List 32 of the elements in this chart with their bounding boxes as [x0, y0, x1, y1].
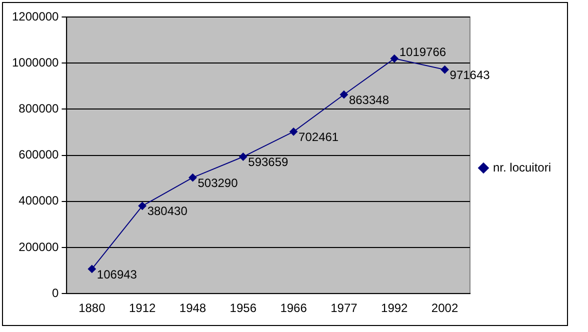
x-tick-label: 1992	[381, 301, 408, 316]
point	[340, 90, 348, 99]
point	[188, 174, 197, 182]
y-tick-label: 1000000	[12, 55, 60, 70]
data-label: 1019766	[399, 44, 446, 59]
point	[239, 152, 248, 161]
y-tick-label: 200000	[18, 240, 60, 254]
x-tick-label: 1880	[78, 301, 106, 316]
x-tick-label: 1912	[128, 301, 156, 316]
y-tick-label: 400000	[18, 194, 60, 208]
point	[290, 128, 298, 136]
data-label: 503290	[198, 176, 238, 190]
data-label: 380430	[147, 204, 188, 218]
x-tick-label: 1977	[330, 301, 358, 316]
x-tick-label: 1948	[179, 301, 206, 316]
y-tick-label: 800000	[18, 102, 60, 116]
point	[88, 264, 96, 273]
data-label: 106943	[96, 267, 138, 282]
data-label: 593659	[248, 155, 289, 170]
point	[138, 202, 146, 210]
x-tick-label: 1956	[230, 301, 257, 316]
data-label: 702461	[298, 130, 339, 144]
point	[390, 54, 398, 63]
data-label: 971643	[450, 68, 490, 82]
x-tick-label: 1966	[280, 301, 308, 316]
legend-label: nr. locuitori	[492, 160, 552, 174]
data-label: 863348	[348, 92, 390, 107]
x-tick-label: 2002	[431, 301, 458, 316]
point	[440, 66, 449, 74]
y-tick-label: 600000	[18, 148, 60, 162]
y-tick-label: 0	[52, 286, 60, 300]
y-tick-label: 1200000	[12, 9, 60, 24]
